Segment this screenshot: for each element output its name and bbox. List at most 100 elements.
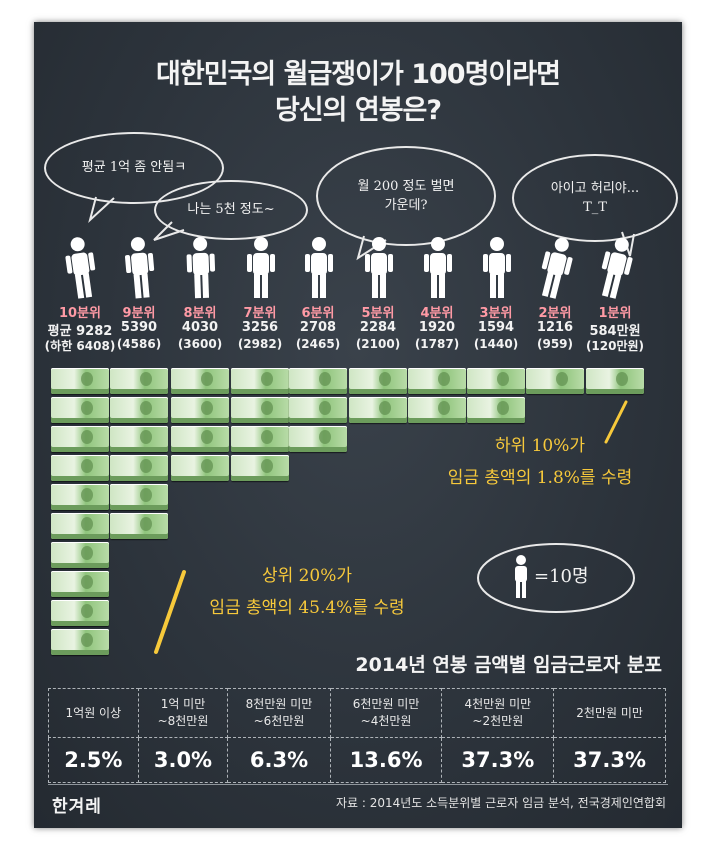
person-icon bbox=[483, 237, 511, 298]
note-line: 하위 10%가 bbox=[494, 436, 586, 456]
bottom-decile-note: 하위 10%가 임금 총액의 1.8%를 수령 bbox=[410, 430, 670, 495]
title-line1: 대한민국의 월급쟁이가 100명이라면 bbox=[156, 59, 561, 90]
person-icon bbox=[365, 237, 393, 298]
person-legend-icon bbox=[515, 555, 527, 598]
person-icon bbox=[186, 237, 216, 299]
table-value-cell: 37.3% bbox=[441, 737, 555, 783]
bubble-text: 월 200 정도 벌면 가운데? bbox=[357, 178, 455, 214]
speech-bubble-2: 나는 5천 정도~ bbox=[154, 180, 308, 240]
average-salary-label: 2708 bbox=[299, 320, 337, 335]
decile-label-group: 8분위 4030 (3600) bbox=[170, 302, 230, 354]
money-bill-bar bbox=[110, 455, 168, 481]
money-bill-bar bbox=[586, 368, 644, 394]
note-line: 임금 총액의 1.8%를 수령 bbox=[447, 468, 633, 489]
lower-bound-label: (4586) bbox=[116, 337, 162, 351]
money-bill-bar bbox=[526, 368, 584, 394]
footer-divider bbox=[48, 784, 668, 785]
source-text: 자료 : 2014년도 소득분위별 근로자 임금 분석, 전국경제인연합회 bbox=[335, 796, 666, 810]
person-icon bbox=[65, 237, 96, 299]
money-bill-bar bbox=[289, 397, 347, 423]
money-bill-bar bbox=[51, 513, 109, 539]
money-bill-bar bbox=[231, 368, 289, 394]
decile-label-group: 6분위 2708 (2465) bbox=[288, 302, 348, 354]
average-salary-label: 1920 bbox=[418, 320, 456, 335]
table-header-cell: 4천만원 미만 ~2천만원 bbox=[441, 688, 555, 738]
table-header-cell: 6천만원 미만 ~4천만원 bbox=[329, 688, 443, 738]
top-quintile-note: 상위 20%가 임금 총액의 45.4%를 수령 bbox=[172, 560, 442, 625]
person-icon bbox=[601, 237, 633, 299]
speech-bubble-1: 평균 1억 좀 안됨ㅋ bbox=[44, 132, 224, 204]
money-bill-bar bbox=[51, 571, 109, 597]
note-line: 임금 총액의 45.4%를 수령 bbox=[209, 598, 405, 619]
decile-label-group: 9분위 5390 (4586) bbox=[109, 302, 169, 354]
legend-text: =10명 bbox=[534, 566, 589, 587]
annotation-strokes bbox=[154, 400, 628, 654]
average-salary-label: 1594 bbox=[477, 320, 515, 335]
decile-label: 9분위 bbox=[122, 306, 156, 321]
title-line2: 당신의 연봉은? bbox=[274, 95, 442, 126]
money-bill-bar bbox=[110, 484, 168, 510]
decile-label: 7분위 bbox=[243, 306, 277, 321]
money-bill-bar bbox=[110, 513, 168, 539]
decile-label: 4분위 bbox=[420, 306, 454, 321]
speech-bubble-3: 월 200 정도 벌면 가운데? bbox=[316, 146, 496, 246]
table-title: 2014년 연봉 금액별 임금근로자 분포 bbox=[355, 654, 662, 676]
publisher-logo: 한겨레 bbox=[52, 797, 102, 817]
money-bill-bar bbox=[408, 397, 466, 423]
note-line: 상위 20%가 bbox=[261, 566, 353, 586]
money-bill-bar bbox=[408, 368, 466, 394]
decile-label: 2분위 bbox=[538, 306, 572, 321]
decile-label-group: 1분위 584만원 (120만원) bbox=[585, 302, 645, 354]
money-bill-bar bbox=[171, 426, 229, 452]
table-header-row: 1억원 이상 1억 미만 ~8천만원 8천만원 미만 ~6천만원 6천만원 미만 ~4… bbox=[48, 688, 666, 738]
lower-bound-label: (2465) bbox=[295, 337, 341, 351]
person-icon bbox=[124, 237, 155, 299]
decile-label: 5분위 bbox=[361, 306, 395, 321]
person-icon bbox=[305, 237, 333, 298]
money-bill-bar bbox=[467, 397, 525, 423]
table-header-cell: 8천만원 미만 ~6천만원 bbox=[227, 688, 331, 738]
average-salary-label: 5390 bbox=[120, 320, 158, 335]
money-bill-bar bbox=[171, 368, 229, 394]
lower-bound-label: (2100) bbox=[355, 337, 401, 351]
money-bill-bar bbox=[51, 397, 109, 423]
money-bill-bar bbox=[51, 629, 109, 655]
person-icon bbox=[247, 237, 275, 298]
decile-label: 1분위 bbox=[598, 306, 632, 321]
lower-bound-label: (120만원) bbox=[585, 339, 645, 353]
decile-label-group: 2분위 1216 (959) bbox=[525, 302, 585, 354]
average-salary-label: 584만원 bbox=[589, 324, 641, 339]
legend-circle bbox=[477, 543, 635, 613]
table-header-cell: 1억원 이상 bbox=[48, 688, 139, 738]
decile-label: 6분위 bbox=[301, 306, 335, 321]
money-bill-bar bbox=[289, 368, 347, 394]
table-value-cell: 13.6% bbox=[329, 737, 443, 783]
table-value-row: 2.5% 3.0% 6.3% 13.6% 37.3% 37.3% bbox=[48, 737, 666, 783]
money-bill-bar bbox=[349, 397, 407, 423]
money-bill-bar bbox=[110, 368, 168, 394]
money-bill-bar bbox=[231, 397, 289, 423]
decile-label-group: 3분위 1594 (1440) bbox=[466, 302, 526, 354]
money-bill-bar bbox=[51, 600, 109, 626]
lower-bound-label: (2982) bbox=[237, 337, 283, 351]
money-bill-bar bbox=[231, 455, 289, 481]
chalkboard: 대한민국의 월급쟁이가 100명이라면 당신의 연봉은? 평균 1억 좀 안됨ㅋ… bbox=[34, 22, 682, 828]
average-salary-label: 3256 bbox=[241, 320, 279, 335]
money-bill-bar bbox=[171, 397, 229, 423]
table-header-cell: 1억 미만 ~8천만원 bbox=[137, 688, 229, 738]
lower-bound-label: (3600) bbox=[177, 337, 223, 351]
money-bill-bar bbox=[110, 426, 168, 452]
person-icon bbox=[541, 237, 573, 299]
money-bill-bar bbox=[171, 455, 229, 481]
money-bill-bar bbox=[51, 426, 109, 452]
bubble-text: 나는 5천 정도~ bbox=[187, 202, 275, 218]
money-bill-bar bbox=[289, 426, 347, 452]
table-value-cell: 3.0% bbox=[137, 737, 229, 783]
table-value-cell: 37.3% bbox=[553, 737, 666, 783]
bubble-text: 아이고 허리야... T_T bbox=[550, 180, 640, 216]
average-salary-label: 1216 bbox=[536, 320, 574, 335]
decile-label: 8분위 bbox=[183, 306, 217, 321]
money-bill-bar bbox=[110, 397, 168, 423]
average-salary-label: 4030 bbox=[181, 320, 219, 335]
